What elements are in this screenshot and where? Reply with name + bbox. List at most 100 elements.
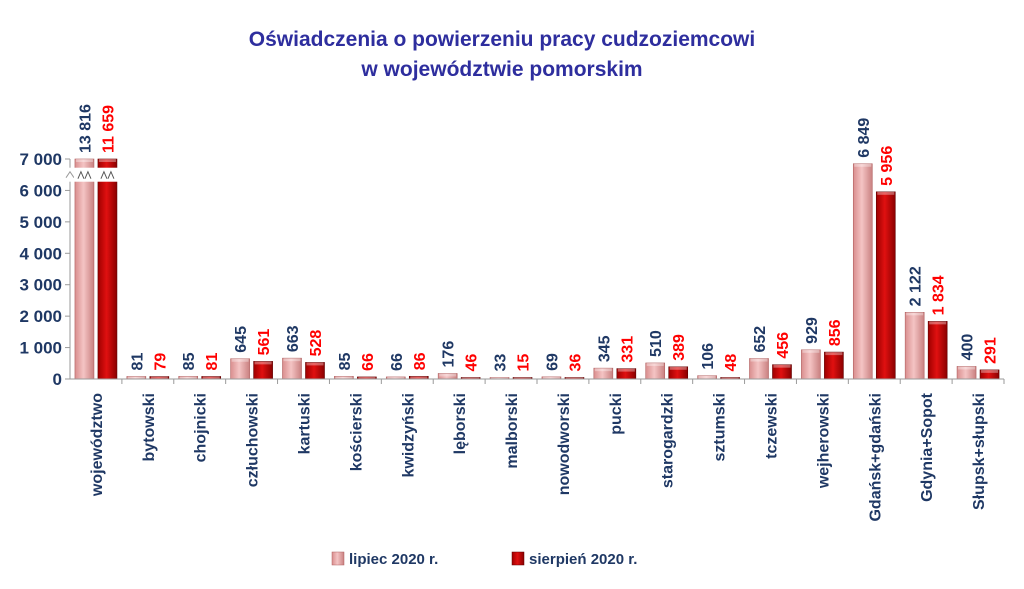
data-label: 36	[567, 354, 584, 372]
bar-highlight	[75, 159, 93, 162]
bar-highlight	[542, 376, 560, 379]
data-label: 79	[152, 353, 169, 371]
data-label: 652	[752, 326, 769, 353]
bar-highlight	[150, 376, 168, 379]
y-tick-label: 5 000	[19, 213, 62, 232]
bar-break-gap	[96, 167, 118, 182]
data-label: 663	[285, 325, 302, 352]
bar-break-mark	[100, 170, 115, 179]
bar-highlight	[958, 366, 976, 370]
y-tick-label: 1 000	[19, 339, 62, 358]
bar-highlight	[358, 376, 376, 379]
data-labels: 13 816 11 659 81 79 85 81 645 561 663 528 85 66 66 86…	[77, 104, 999, 372]
data-label: 66	[360, 353, 377, 371]
bar-highlight	[462, 377, 480, 379]
y-axis-break-mark	[65, 170, 75, 178]
x-tick-label: wejherowski	[815, 393, 832, 489]
data-label: 106	[700, 343, 717, 370]
chart-title-line-2: w województwie pomorskim	[360, 58, 642, 81]
data-label: 645	[233, 326, 250, 353]
bar-highlight	[929, 321, 947, 325]
x-tick-label: tczewski	[764, 393, 781, 459]
data-label: 510	[648, 330, 665, 357]
chart-title: Oświadczenia o powierzeniu pracy cudzozi…	[249, 28, 755, 81]
bar	[801, 349, 821, 380]
bar-highlight	[877, 191, 895, 195]
y-tick-label: 2 000	[19, 307, 62, 326]
x-tick-label: kartuski	[297, 393, 314, 454]
data-label: 856	[827, 319, 844, 346]
legend-swatch-lipiec	[331, 551, 345, 566]
y-tick-label: 7 000	[19, 150, 62, 169]
legend-swatch-sierpien	[511, 551, 525, 566]
y-tick-label: 0	[53, 370, 62, 389]
y-tick-label: 3 000	[19, 276, 62, 295]
bars	[73, 158, 1000, 380]
bar-highlight	[981, 369, 999, 373]
x-tick-label: człuchowski	[245, 393, 262, 487]
data-label: 46	[464, 354, 481, 372]
bar	[230, 358, 250, 380]
bar-highlight	[565, 377, 583, 379]
data-label: 33	[493, 354, 510, 372]
bar-highlight	[750, 358, 768, 362]
bar-highlight	[646, 362, 664, 366]
bar-highlight	[906, 312, 924, 316]
x-tick-label: Gdańsk+gdański	[867, 393, 884, 522]
y-tick-label: 4 000	[19, 244, 62, 263]
x-tick-label: pucki	[608, 393, 625, 435]
x-tick-label: bytowski	[141, 393, 158, 461]
bar-highlight	[491, 377, 509, 379]
x-tick-label: malborski	[504, 393, 521, 469]
x-tick-label: starogardzki	[660, 393, 677, 488]
bar	[875, 191, 896, 380]
bar-highlight	[594, 368, 612, 372]
bar	[282, 357, 302, 380]
data-label: 528	[308, 330, 325, 357]
x-tick-label: Słupsk+słupski	[971, 393, 988, 510]
bar-highlight	[254, 361, 272, 365]
legend-label-sierpien: sierpień 2020 r.	[529, 551, 637, 568]
x-tick-label: województwo	[89, 393, 106, 497]
bar-highlight	[698, 375, 716, 379]
bar-highlight	[854, 163, 872, 167]
y-tick-label: 6 000	[19, 181, 62, 200]
chart-title-line-1: Oświadczenia o powierzeniu pracy cudzozi…	[249, 28, 755, 51]
bar-highlight	[773, 364, 791, 368]
data-label: 85	[181, 352, 198, 370]
bar-highlight	[127, 376, 145, 379]
bar-highlight	[283, 358, 301, 362]
data-label: 345	[596, 335, 613, 362]
data-label: 929	[804, 317, 821, 344]
x-tick-label: kościerski	[348, 393, 365, 471]
x-tick-label: chojnicki	[193, 393, 210, 462]
x-tick-label: nowodworski	[556, 393, 573, 495]
bar-highlight	[98, 159, 116, 162]
bar-highlight	[410, 376, 428, 379]
y-axis: 0 1 000 2 000 3 000 4 000 5 000 6 000 7 000	[10, 150, 75, 389]
data-label: 2 122	[908, 266, 925, 306]
x-tick-label: kwidzyński	[400, 393, 417, 477]
legend-item-lipiec: lipiec 2020 r.	[331, 551, 438, 568]
data-label: 81	[129, 353, 146, 371]
bar	[97, 158, 118, 380]
data-label: 81	[204, 353, 221, 371]
bar-highlight	[514, 377, 532, 379]
bar-highlight	[825, 352, 843, 356]
data-label: 5 956	[879, 146, 896, 186]
data-label: 86	[412, 352, 429, 370]
bar-highlight	[617, 368, 635, 372]
data-label: 456	[775, 332, 792, 359]
bar-highlight	[179, 376, 197, 379]
bar-highlight	[802, 349, 820, 353]
data-label: 6 849	[856, 118, 873, 158]
data-label: 85	[337, 352, 354, 370]
data-label: 176	[441, 341, 458, 368]
data-label: 331	[619, 336, 636, 363]
bar	[824, 351, 844, 380]
bar-highlight	[202, 376, 220, 379]
x-tick-label: lęborski	[452, 393, 469, 454]
bar	[749, 358, 769, 380]
x-tick-label: Gdynia+Sopot	[919, 392, 936, 502]
